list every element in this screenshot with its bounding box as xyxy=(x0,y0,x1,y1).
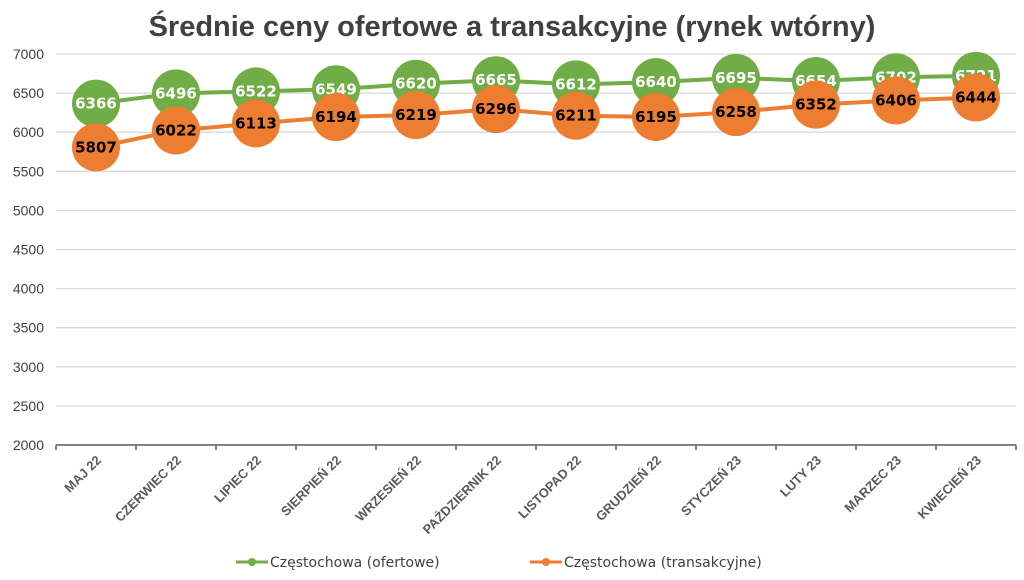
data-label: 6612 xyxy=(555,75,597,93)
x-axis: MAJ 22 CZERWIEC 22 LIPIEC 22 SIERPIEŃ 22 WRZ… xyxy=(55,444,1017,537)
x-tick-label: STYCZEŃ 23 xyxy=(678,453,744,519)
y-tick-label: 3000 xyxy=(13,359,44,375)
data-label: 5807 xyxy=(75,138,117,156)
x-tick-label: WRZESIEŃ 22 xyxy=(352,453,424,525)
y-tick-label: 2000 xyxy=(13,437,44,453)
data-label: 6366 xyxy=(75,95,117,113)
legend-marker-icon xyxy=(542,558,550,566)
data-label: 6640 xyxy=(635,73,677,91)
legend-item: Częstochowa (transakcyjne) xyxy=(530,555,762,571)
series-line xyxy=(95,95,977,150)
y-tick-label: 6000 xyxy=(13,124,44,140)
gridlines xyxy=(56,53,1016,407)
data-label: 6352 xyxy=(795,96,837,114)
data-point-marker xyxy=(392,91,440,140)
legend-label: Częstochowa (transakcyjne) xyxy=(564,555,762,571)
data-point-marker xyxy=(632,58,680,107)
data-point-marker xyxy=(712,88,760,137)
x-tick-label: MARZEC 23 xyxy=(841,453,904,516)
data-point-marker xyxy=(232,99,280,148)
series-layer: 6366649665226549662066656612664066956654… xyxy=(72,51,1000,172)
data-point-marker xyxy=(872,76,920,125)
y-tick-label: 2500 xyxy=(13,398,44,414)
x-tick-label: LUTY 23 xyxy=(777,453,824,500)
y-tick-label: 6500 xyxy=(13,85,44,101)
data-label: 6665 xyxy=(475,71,517,89)
y-tick-label: 4000 xyxy=(13,281,44,297)
y-tick-label: 3500 xyxy=(13,320,44,336)
data-point-marker xyxy=(312,93,360,142)
data-point-marker xyxy=(72,123,120,172)
data-label: 6211 xyxy=(555,107,597,125)
series-ofertowe: 6366649665226549662066656612664066956654… xyxy=(72,51,1000,128)
x-tick-label: MAJ 22 xyxy=(61,453,104,496)
x-tick-label: GRUDZIEŃ 22 xyxy=(593,453,664,524)
chart-title: Średnie ceny ofertowe a transakcyjne (ry… xyxy=(149,9,876,43)
data-label: 6496 xyxy=(155,84,197,102)
data-label: 6522 xyxy=(235,82,277,100)
data-label: 6113 xyxy=(235,114,277,132)
legend-marker-icon xyxy=(248,558,256,566)
data-point-marker xyxy=(952,73,1000,122)
legend: Częstochowa (ofertowe) Częstochowa (trans… xyxy=(236,555,762,571)
y-axis: 2000 2500 3000 3500 4000 4500 5000 5500 6000 6500… xyxy=(13,46,44,453)
data-label: 6444 xyxy=(955,88,997,106)
data-point-marker xyxy=(712,53,760,102)
data-label: 6406 xyxy=(875,91,917,109)
data-point-marker xyxy=(472,85,520,134)
x-tick-label: LISTOPAD 22 xyxy=(515,453,584,522)
x-tick-label: LIPIEC 22 xyxy=(211,453,264,506)
data-label: 6620 xyxy=(395,75,437,93)
data-point-marker xyxy=(632,92,680,141)
legend-label: Częstochowa (ofertowe) xyxy=(270,555,440,571)
data-label: 6258 xyxy=(715,103,757,121)
x-tick-label: PAŹDZIERNIK 22 xyxy=(420,453,504,537)
data-point-marker xyxy=(152,106,200,155)
y-tick-label: 4500 xyxy=(13,242,44,258)
series-transakcyjne: 5807 6022 6113 6194 6219 6296 6211 6195 6258 6352… xyxy=(72,73,1000,172)
data-point-marker xyxy=(792,80,840,129)
x-tick-label: KWIECIEŃ 23 xyxy=(915,453,984,522)
y-tick-label: 7000 xyxy=(13,46,44,62)
data-label: 6195 xyxy=(635,108,677,126)
data-point-marker xyxy=(72,79,120,128)
data-label: 6219 xyxy=(395,106,437,124)
data-label: 6022 xyxy=(155,121,197,139)
data-label: 6695 xyxy=(715,69,757,87)
data-label: 6296 xyxy=(475,100,517,118)
legend-item: Częstochowa (ofertowe) xyxy=(236,555,440,571)
series-line xyxy=(95,73,977,106)
data-point-marker xyxy=(152,69,200,118)
y-tick-label: 5000 xyxy=(13,202,44,218)
data-label: 6194 xyxy=(315,108,357,126)
x-tick-label: CZERWIEC 22 xyxy=(112,453,184,525)
data-label: 6549 xyxy=(315,80,357,98)
x-tick-label: SIERPIEŃ 22 xyxy=(278,453,344,519)
data-point-marker xyxy=(552,91,600,140)
y-tick-label: 5500 xyxy=(13,163,44,179)
